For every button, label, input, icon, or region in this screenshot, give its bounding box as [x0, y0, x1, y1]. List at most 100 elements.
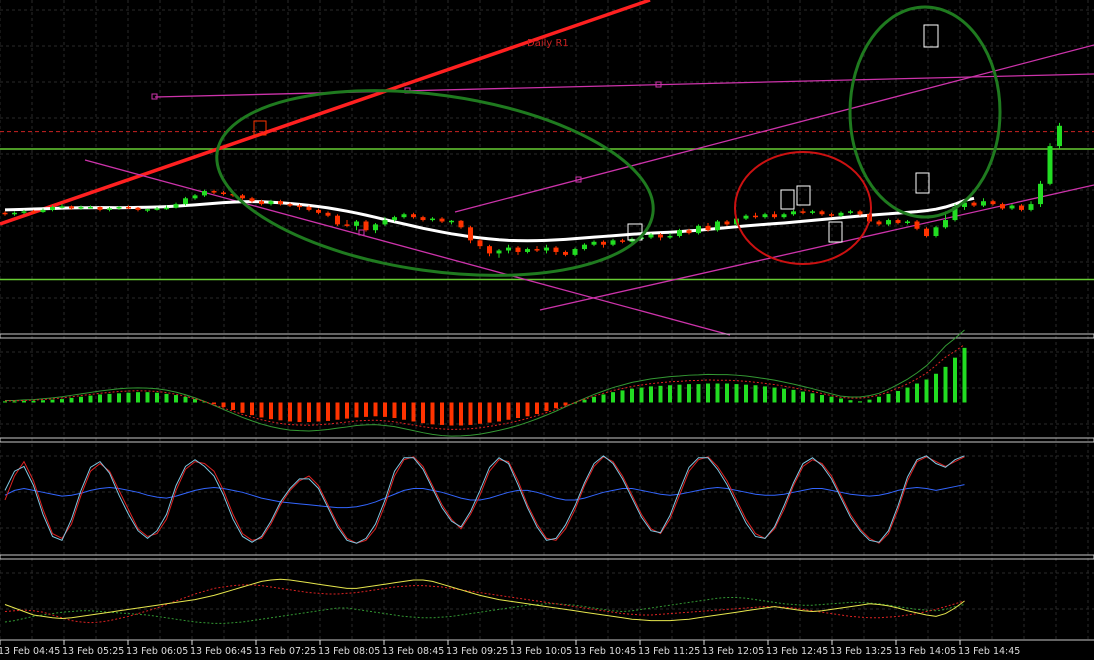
candle-bear [553, 247, 559, 252]
highlight-circle-green-right [848, 5, 1002, 219]
macd-histogram-bar [79, 396, 83, 403]
candle-bear [772, 214, 777, 218]
candle-bull [164, 207, 169, 210]
buy-arrow-icon[interactable] [915, 172, 930, 194]
candle-bear [278, 201, 283, 205]
buy-arrow-icon[interactable] [796, 185, 811, 206]
stochastic-red-line [4, 456, 965, 544]
trendline-anchor[interactable] [575, 176, 582, 183]
macd-histogram-bar [839, 398, 843, 403]
macd-histogram-bar [772, 387, 777, 403]
macd-histogram-bar [98, 394, 102, 403]
macd-histogram-bar [744, 384, 748, 403]
candle-bear [240, 195, 245, 199]
candle-bear [468, 227, 473, 241]
macd-histogram-bar [164, 393, 169, 403]
macd-histogram-bar [497, 402, 501, 422]
trade-arrow-box[interactable] [253, 120, 267, 136]
candle-bear [724, 221, 730, 225]
candle-bull [430, 218, 435, 221]
candle-bull [781, 214, 787, 218]
candle-bear [924, 228, 929, 236]
price-panel[interactable]: Daily R1 [0, 0, 1094, 336]
candle-bear [439, 218, 445, 222]
time-axis-label: 13 Feb 05:25 [62, 646, 124, 657]
candle-bull [50, 207, 55, 210]
macd-histogram-bar [12, 401, 17, 403]
candle-bear [135, 207, 141, 210]
pivot-r1-trendline[interactable] [0, 0, 651, 226]
macd-histogram-bar [877, 396, 881, 403]
candle-bear [1019, 205, 1024, 210]
channel-line-upper-flat[interactable] [154, 73, 1094, 98]
macd-histogram-bar [715, 383, 720, 403]
candle-bull [848, 211, 853, 213]
candle-bear [753, 215, 758, 218]
candle-bear [990, 201, 996, 205]
indicator4-panel[interactable] [4, 578, 965, 624]
time-axis-label: 13 Feb 14:45 [958, 646, 1020, 657]
trade-arrows[interactable] [253, 24, 939, 243]
macd-histogram-bar [468, 402, 473, 425]
stochastic-blue-line [4, 484, 965, 509]
candlesticks [2, 122, 1062, 258]
macd-histogram-bar [535, 402, 539, 414]
channel-line-rising-mid[interactable] [454, 44, 1094, 213]
candle-bull [268, 201, 274, 205]
macd-histogram-bar [126, 392, 131, 403]
buy-arrow-icon[interactable] [828, 221, 843, 243]
time-axis-label: 13 Feb 11:25 [638, 646, 700, 657]
macd-histogram-bar [421, 402, 425, 424]
macd-histogram-bar [810, 393, 815, 403]
close-order-icon[interactable] [923, 24, 939, 48]
macd-histogram-bar [554, 402, 558, 409]
candle-bear [411, 214, 416, 218]
macd-histogram-bar [943, 366, 948, 403]
indicator4-red-line [4, 584, 965, 624]
buy-arrow-icon[interactable] [780, 189, 795, 210]
macd-histogram-bar [316, 402, 321, 422]
candle-bull [449, 220, 454, 223]
time-axis-label: 13 Feb 08:45 [382, 646, 444, 657]
macd-histogram-bar [696, 384, 701, 403]
candle-bear [287, 204, 293, 206]
macd-panel[interactable] [3, 329, 967, 437]
macd-histogram-bar [459, 402, 463, 426]
time-axis-label: 13 Feb 08:05 [318, 646, 380, 657]
candle-bull [962, 202, 967, 207]
trendline-anchor[interactable] [151, 93, 158, 100]
highlight-circles [215, 5, 1002, 277]
macd-histogram-bar [297, 402, 302, 423]
stochastic-panel[interactable] [4, 455, 965, 544]
macd-histogram-bar [411, 402, 416, 422]
macd-histogram-bar [364, 402, 368, 417]
candle-bull [78, 207, 84, 209]
macd-histogram-bar [326, 402, 330, 421]
buy-arrow-icon[interactable] [627, 223, 643, 241]
macd-histogram-bar [601, 394, 606, 403]
candle-bear [686, 230, 692, 234]
separator-2 [0, 437, 1094, 443]
candle-bull [88, 207, 93, 209]
candle-bear [69, 206, 74, 209]
candle-bear [325, 212, 331, 216]
channel-line-descending[interactable] [84, 159, 731, 336]
candle-bull [392, 217, 397, 221]
macd-histogram-bar [145, 392, 150, 403]
candle-bull [838, 212, 844, 216]
trendline-anchor[interactable] [358, 229, 365, 236]
candle-bull [59, 206, 65, 208]
candle-bear [211, 191, 217, 193]
macd-histogram-bar [858, 401, 862, 403]
candle-bear [601, 241, 606, 245]
candle-bull [952, 207, 958, 221]
trendline-anchor[interactable] [655, 81, 662, 88]
macd-histogram-bar [288, 402, 292, 422]
candle-bull [1028, 204, 1034, 210]
macd-histogram-bar [582, 399, 587, 403]
candle-bull [943, 220, 948, 228]
candle-bear [819, 211, 825, 215]
candle-bull [21, 211, 27, 213]
